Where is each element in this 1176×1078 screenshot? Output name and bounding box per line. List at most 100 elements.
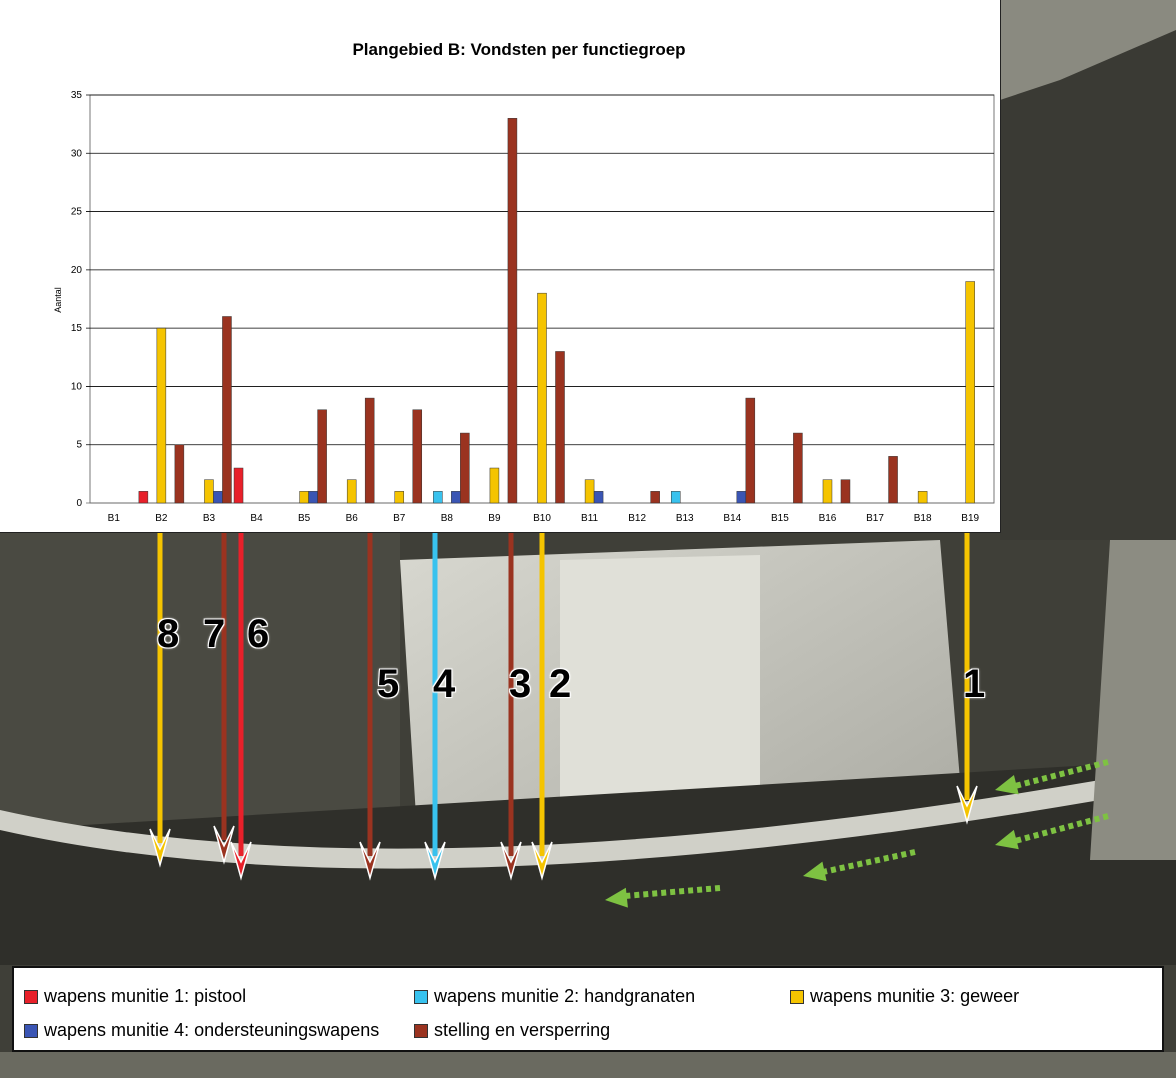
pointer-arrow-head: [500, 841, 522, 881]
x-tick-label: B8: [441, 513, 454, 524]
y-tick-label: 30: [71, 148, 83, 159]
bar-chart: Plangebied B: Vondsten per functiegroep …: [53, 40, 995, 524]
bar: [670, 491, 681, 504]
bar: [650, 491, 660, 504]
y-tick-label: 5: [76, 440, 82, 451]
y-tick-label: 10: [71, 381, 83, 392]
legend-label-pistool: wapens munitie 1: pistool: [44, 986, 247, 1006]
x-tick-label: B13: [676, 513, 694, 524]
bar: [308, 491, 318, 504]
green-arrow-head: [995, 775, 1019, 795]
pointer-arrow-head: [531, 841, 553, 881]
x-tick-label: B4: [250, 513, 263, 524]
pointer-arrow-head: [956, 785, 978, 825]
marker-label-3: 3: [509, 662, 532, 706]
x-tick-label: B2: [155, 513, 168, 524]
green-arrow-line: [1014, 759, 1109, 789]
bar: [537, 292, 547, 504]
legend-swatch-stelling: [414, 1023, 428, 1038]
legend-label-geweer: wapens munitie 3: geweer: [810, 986, 1020, 1006]
legend-item-handgranaten: wapens munitie 2: handgranaten: [414, 986, 695, 1007]
bar: [317, 409, 327, 504]
pointer-arrow-head: [424, 841, 446, 881]
legend: wapens munitie 1: pistool wapens munitie…: [12, 966, 1164, 1052]
bar: [138, 491, 149, 504]
bar: [346, 479, 357, 504]
bar: [793, 432, 803, 504]
x-tick-label: B16: [819, 513, 837, 524]
chart-title: Plangebied B: Vondsten per functiegroep: [352, 40, 685, 59]
pointer-arrow-head: [230, 841, 252, 881]
chart-panel: Plangebied B: Vondsten per functiegroep …: [0, 0, 1001, 533]
y-tick-label: 0: [76, 498, 82, 509]
x-tick-label: B1: [108, 513, 121, 524]
x-tick-label: B11: [581, 513, 598, 524]
legend-item-stelling: stelling en versperring: [414, 1020, 610, 1041]
marker-label-6: 6: [247, 612, 270, 656]
legend-item-ondersteuningswapens: wapens munitie 4: ondersteuningswapens: [24, 1020, 379, 1041]
x-tick-label: B9: [488, 513, 501, 524]
bar: [233, 467, 244, 504]
x-tick-label: B10: [533, 513, 551, 524]
green-arrow-line: [822, 849, 916, 875]
x-tick-label: B12: [628, 513, 646, 524]
legend-swatch-ondersteuningswapens: [24, 1023, 38, 1038]
bar: [460, 432, 470, 504]
legend-item-pistool: wapens munitie 1: pistool: [24, 986, 246, 1007]
y-tick-label: 20: [71, 265, 83, 276]
green-arrow-head: [803, 861, 827, 882]
bar: [555, 351, 565, 504]
x-tick-label: B3: [203, 513, 216, 524]
bar: [489, 467, 500, 504]
legend-swatch-pistool: [24, 989, 38, 1004]
bar: [174, 444, 185, 504]
bar: [593, 491, 604, 504]
legend-item-geweer: wapens munitie 3: geweer: [790, 986, 1019, 1007]
legend-swatch-handgranaten: [414, 989, 428, 1004]
bar: [222, 316, 232, 504]
bar: [394, 491, 405, 504]
y-tick-label: 25: [71, 207, 83, 218]
y-axis-label: Aantal: [53, 287, 63, 313]
bar: [736, 491, 747, 504]
pointer-arrow-head: [149, 828, 171, 868]
legend-label-handgranaten: wapens munitie 2: handgranaten: [434, 986, 696, 1006]
bar: [451, 491, 461, 504]
y-tick-label: 15: [71, 323, 83, 334]
bar: [364, 397, 375, 504]
legend-swatch-geweer: [790, 989, 804, 1004]
x-tick-label: B19: [961, 513, 979, 524]
x-tick-label: B15: [771, 513, 789, 524]
legend-label-stelling: stelling en versperring: [434, 1020, 611, 1040]
bar: [433, 491, 443, 504]
bar: [299, 491, 309, 504]
pointer-arrow-head: [213, 825, 235, 865]
marker-label-8: 8: [157, 612, 180, 656]
bar: [156, 327, 167, 504]
x-tick-label: B17: [866, 513, 884, 524]
marker-label-4: 4: [433, 662, 456, 706]
x-tick-label: B6: [346, 513, 359, 524]
bar: [213, 491, 223, 504]
pointer-arrow-head: [359, 841, 381, 881]
bar: [745, 397, 756, 504]
x-tick-label: B18: [914, 513, 932, 524]
x-tick-label: B14: [723, 513, 741, 524]
green-arrow-line: [1014, 813, 1109, 844]
green-arrow-head: [605, 887, 628, 908]
bar: [840, 479, 851, 504]
green-arrow-head: [995, 829, 1019, 850]
marker-label-1: 1: [963, 662, 986, 706]
legend-label-ondersteuningswapens: wapens munitie 4: ondersteuningswapens: [44, 1020, 380, 1040]
x-tick-label: B5: [298, 513, 311, 524]
marker-label-2: 2: [549, 662, 572, 706]
marker-label-7: 7: [203, 612, 226, 656]
bar: [412, 409, 423, 504]
bar: [888, 456, 898, 504]
x-tick-label: B7: [393, 513, 406, 524]
marker-label-5: 5: [377, 662, 400, 706]
bar: [917, 491, 928, 504]
bar: [507, 118, 518, 504]
bar: [965, 281, 975, 504]
